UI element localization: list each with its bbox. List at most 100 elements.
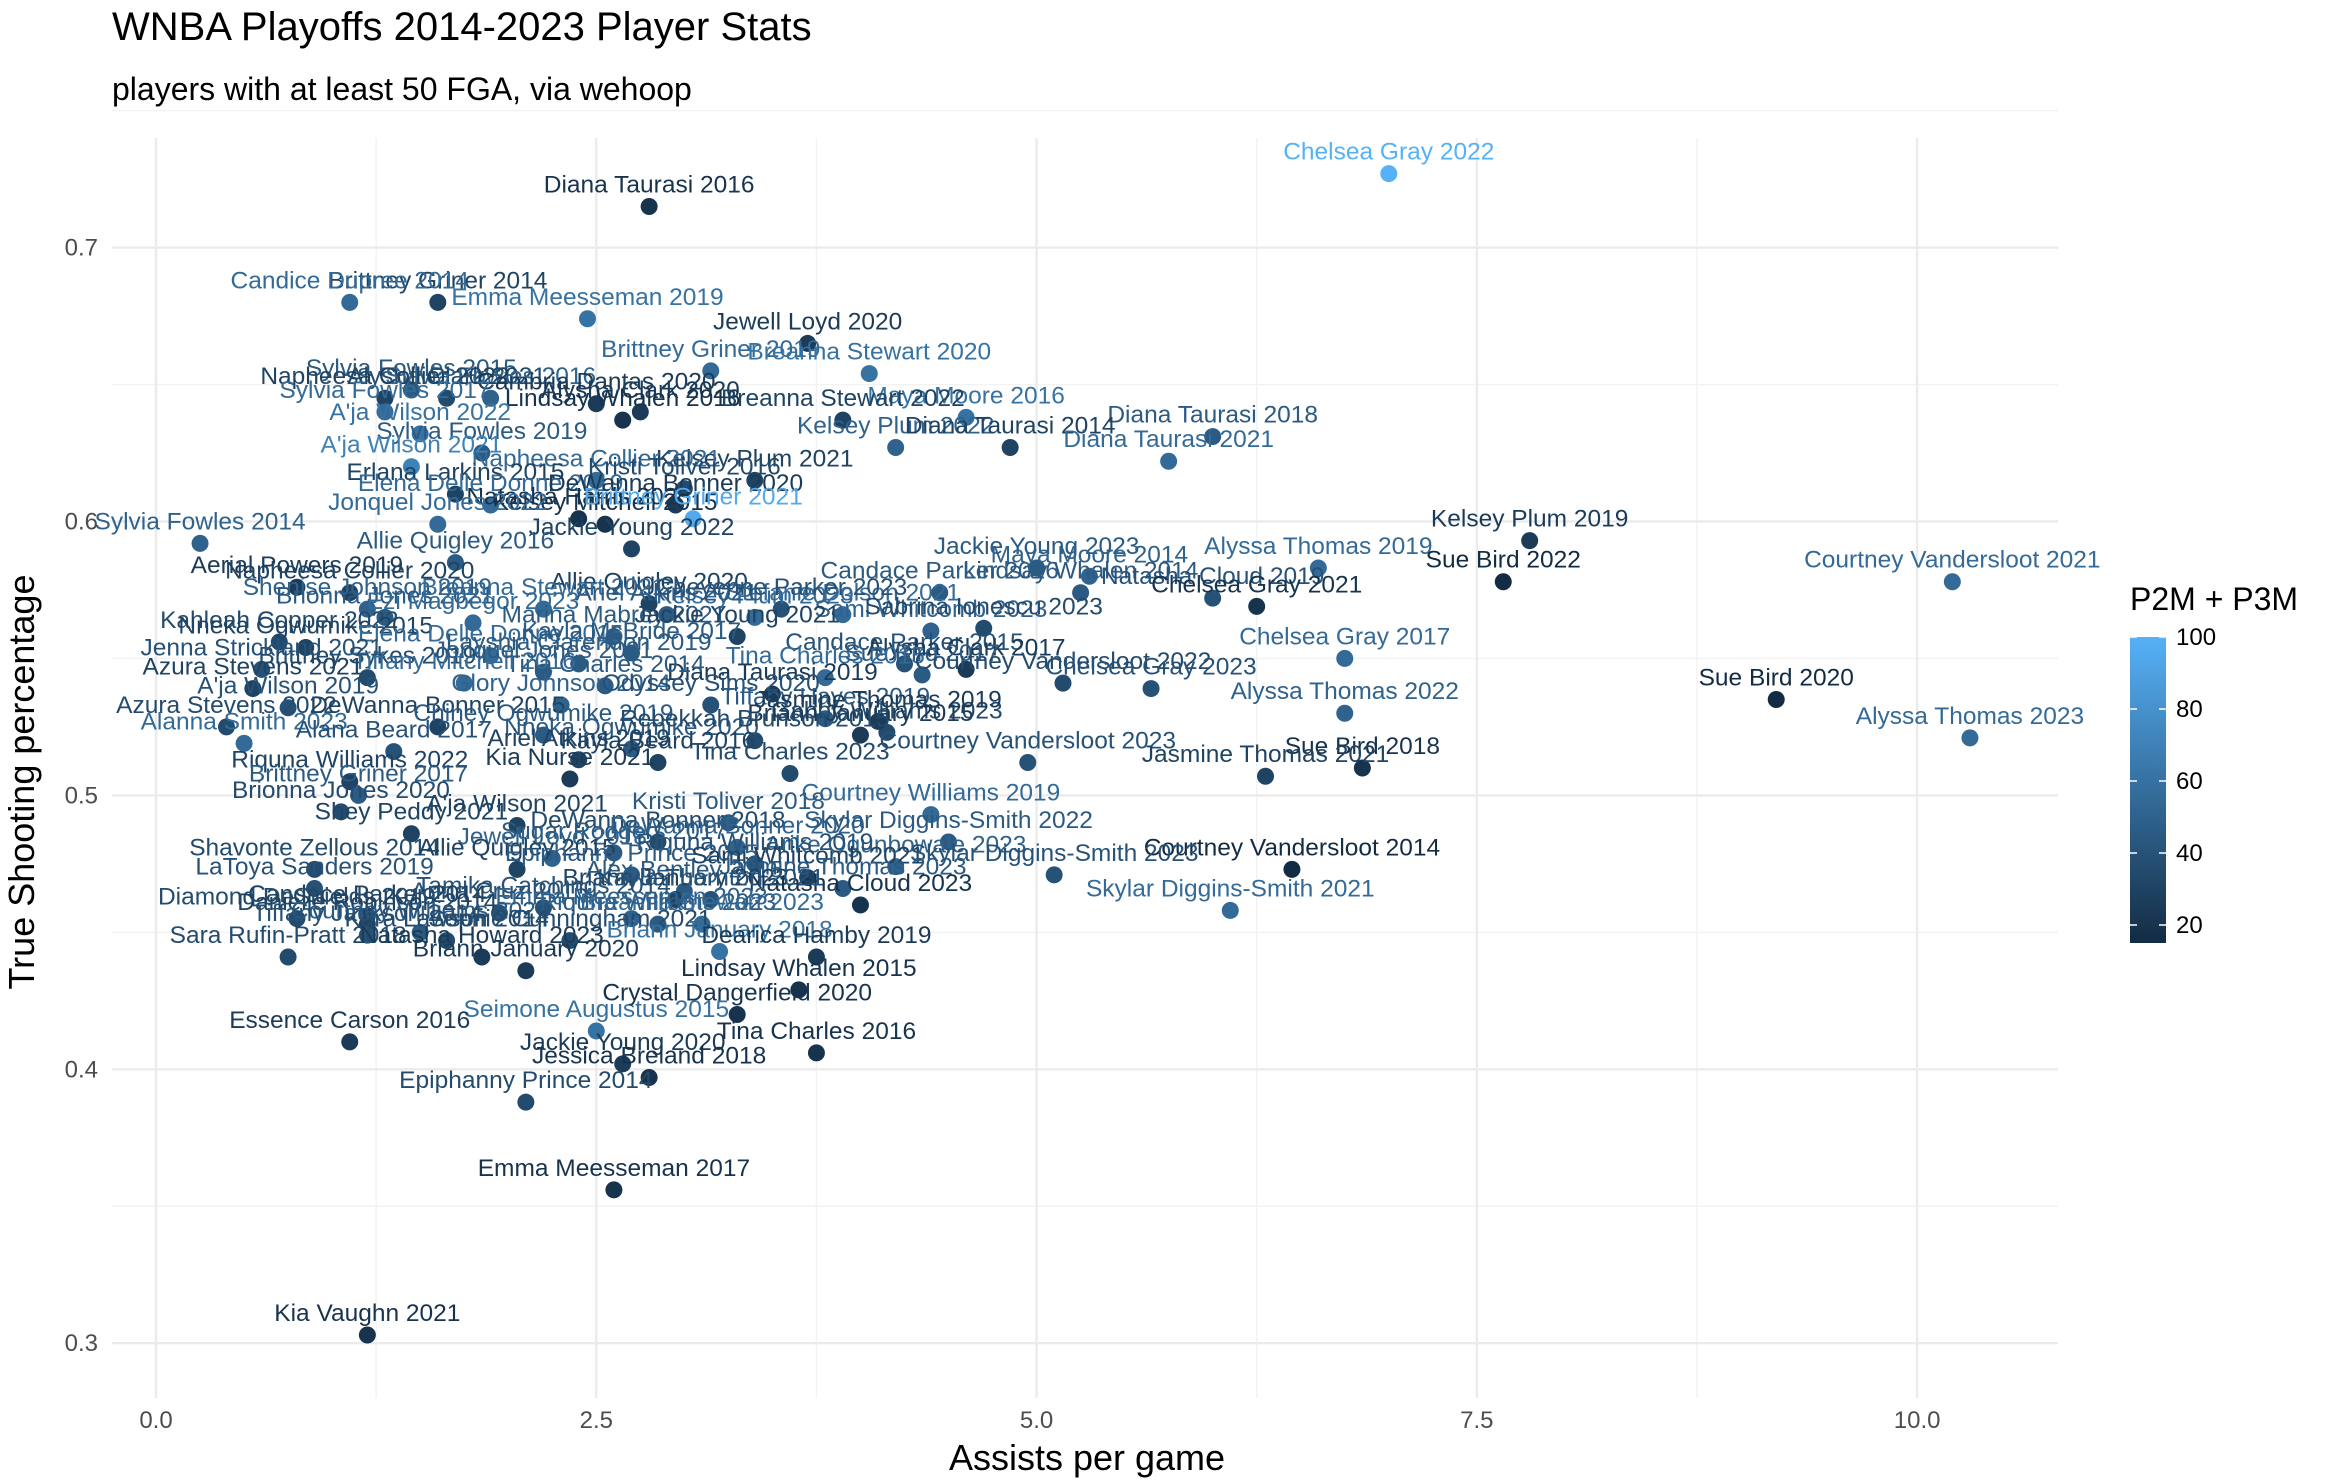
legend-tick-label: 100	[2176, 624, 2216, 651]
data-label: Jackie Young 2023	[934, 533, 1140, 560]
data-label: Kia Vaughn 2021	[274, 1300, 460, 1327]
data-label: Kelsey Plum 2023	[656, 582, 853, 609]
legend-tick-label: 80	[2176, 696, 2203, 723]
data-point	[781, 764, 799, 782]
data-label: Alyssa Thomas 2023	[1856, 703, 2084, 730]
data-point	[543, 849, 561, 867]
data-point	[279, 948, 297, 966]
data-label: Kelsey Mitchell 2015	[493, 489, 718, 516]
data-label: Jonquel Jones 2022	[328, 489, 547, 516]
data-point	[570, 510, 588, 528]
data-point	[895, 655, 913, 673]
legend-tick-label: 60	[2176, 768, 2203, 795]
data-point	[799, 334, 817, 352]
data-label: Diamond DeShields 2019	[158, 884, 436, 911]
data-label: LaToya Sanders 2019	[195, 854, 433, 881]
data-point	[940, 833, 958, 851]
data-point	[851, 896, 869, 914]
data-point	[1221, 901, 1239, 919]
data-label: Alyssa Thomas 2022	[1231, 678, 1459, 705]
data-label: Epiphanny Prince 2015	[505, 840, 758, 867]
data-label: Kayla Beard 2016	[561, 728, 756, 755]
data-label: Breanna Stewart 2022	[721, 385, 965, 412]
data-label: Alana Beard 2017	[296, 717, 492, 744]
data-label: Nneka Ogwumike 2020	[504, 714, 759, 741]
data-point	[552, 696, 570, 714]
data-label: Riquna Williams 2022	[231, 747, 468, 774]
data-point	[869, 712, 887, 730]
data-point	[534, 600, 552, 618]
data-label: Marina Mabrey 2021	[502, 602, 727, 629]
data-point	[297, 638, 315, 656]
legend-tick-label: 20	[2176, 912, 2203, 939]
data-label: Tina Charles 2014	[505, 651, 704, 678]
data-point	[763, 685, 781, 703]
data-label: Diana Taurasi 2018	[1107, 402, 1318, 429]
data-label: Emma Meesseman 2017	[478, 1155, 750, 1182]
data-point	[957, 408, 975, 426]
data-point	[772, 600, 790, 618]
data-label: Alanna Smith 2023	[141, 708, 348, 735]
data-label: Emma Meesseman 2023	[495, 884, 767, 911]
data-label: Brittney Griner 2019	[601, 336, 820, 363]
data-point	[728, 1006, 746, 1024]
data-label: Kelsey Plum 2021	[656, 445, 853, 472]
chart-subtitle: players with at least 50 FGA, via wehoop	[112, 71, 692, 107]
data-point	[799, 869, 817, 887]
data-label: Jessica Breland 2018	[532, 1043, 766, 1070]
data-label: Sylvia Fowles 2016	[385, 363, 596, 390]
data-label: Napheesa Collier 2021	[472, 445, 721, 472]
data-point	[1521, 532, 1539, 550]
data-point	[402, 381, 420, 399]
data-point	[640, 595, 658, 613]
y-axis-ticks: 0.3 0.4 0.5 0.6 0.7	[65, 235, 98, 1358]
data-point	[358, 1326, 376, 1344]
data-point	[834, 411, 852, 429]
data-label: Alex Bentley 2015	[586, 856, 784, 883]
data-label: Briann January 2015	[747, 700, 973, 727]
data-label: Tiffany Mitchell 2016	[353, 648, 576, 675]
data-point	[534, 726, 552, 744]
x-tick-label: 2.5	[580, 1407, 613, 1434]
data-point	[887, 439, 905, 457]
data-point	[587, 1022, 605, 1040]
data-point	[1160, 452, 1178, 470]
data-label: Courtney Vandersloot 2021	[1804, 547, 2100, 574]
data-label: Breanna Stewart 2023	[580, 889, 824, 916]
data-point	[834, 606, 852, 624]
data-label: Emma Meesseman 2019	[451, 284, 723, 311]
data-label: Danielle Robinson 2014	[237, 889, 497, 916]
data-label: Lindsay Whalen 2016	[505, 385, 741, 412]
data-point	[816, 710, 834, 728]
data-label: Brittney Griner 2017	[249, 760, 468, 787]
data-label: Sue Bird 2018	[1285, 733, 1440, 760]
data-label: Essence Carson 2016	[229, 1007, 470, 1034]
data-point	[1019, 754, 1037, 772]
data-label: Courtney Vandersloot 2023	[880, 728, 1176, 755]
data-point	[1380, 165, 1398, 183]
data-label: Layshia Clarendon 2019	[446, 629, 712, 656]
data-point	[614, 411, 632, 429]
data-point	[578, 310, 596, 328]
data-point	[675, 480, 693, 498]
data-label: Maya Moore 2016	[867, 382, 1064, 409]
data-label: Jackie Young 2022	[529, 514, 735, 541]
data-label: Kayla McBride 2017	[522, 618, 741, 645]
data-label: Brittney Sykes 2019	[258, 643, 476, 670]
data-label: Briann January 2023	[562, 864, 788, 891]
y-tick-label: 0.6	[65, 508, 98, 535]
data-point	[517, 1093, 535, 1111]
data-point	[482, 389, 500, 407]
data-label: Napheesa Collier 2020	[225, 558, 474, 585]
data-point	[1494, 573, 1512, 591]
data-label: Sue Bird 2020	[1699, 665, 1854, 692]
data-point	[587, 395, 605, 413]
data-point	[358, 669, 376, 687]
data-label: Sami Whitcomb 2021	[691, 843, 924, 870]
data-label: Natasha Harris 2023	[466, 484, 691, 511]
data-label: Cheyenne Parker 2023	[655, 574, 907, 601]
data-label: Allie Quigley 2016	[357, 528, 554, 555]
data-label: Tina Charles 2016	[717, 1018, 916, 1045]
data-label: DeWanna Bonner 2015	[310, 692, 565, 719]
data-point	[332, 803, 350, 821]
